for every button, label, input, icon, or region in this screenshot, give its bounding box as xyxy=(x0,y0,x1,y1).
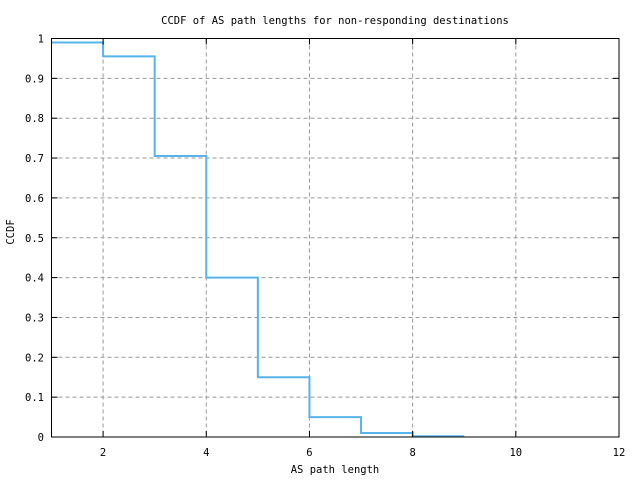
y-tick-label: 0.2 xyxy=(25,352,44,364)
y-tick-label: 0.6 xyxy=(25,193,44,205)
y-tick-label: 0.3 xyxy=(25,312,44,324)
x-axis-label: AS path length xyxy=(291,464,380,476)
ccdf-step-line xyxy=(51,41,465,438)
gridlines xyxy=(51,38,619,437)
y-tick-label: 1 xyxy=(38,34,44,46)
x-tick-label: 12 xyxy=(613,447,626,459)
series-layer xyxy=(51,41,465,438)
y-tick-label: 0 xyxy=(38,432,44,444)
x-tick-label: 6 xyxy=(306,447,312,459)
plot-frame xyxy=(51,38,620,438)
x-tick-label: 8 xyxy=(409,447,415,459)
x-tick-label: 4 xyxy=(203,447,209,459)
y-axis-label: CCDF xyxy=(5,219,17,244)
x-tick-label: 2 xyxy=(100,447,106,459)
y-tick-label: 0.4 xyxy=(25,273,44,285)
tick-labels: 2 4 6 8 10 12 0 0.1 0.2 0.3 0.4 0.5 0.6 0.7 0.8 0.9 1 xyxy=(25,34,625,460)
y-tick-label: 0.1 xyxy=(25,392,44,404)
chart-title: CCDF of AS path lengths for non-respondi… xyxy=(161,15,509,27)
y-tick-label: 0.5 xyxy=(25,233,44,245)
y-tick-label: 0.7 xyxy=(25,153,44,165)
y-tick-label: 0.8 xyxy=(25,113,44,125)
x-tick-label: 10 xyxy=(509,447,522,459)
y-tick-label: 0.9 xyxy=(25,73,44,85)
